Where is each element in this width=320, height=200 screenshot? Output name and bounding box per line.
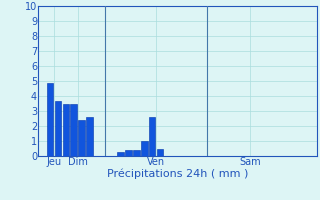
Bar [149,117,156,156]
X-axis label: Précipitations 24h ( mm ): Précipitations 24h ( mm ) [107,169,248,179]
Bar [70,104,77,156]
Bar [156,148,163,156]
Bar [141,141,148,156]
Bar [55,100,61,156]
Bar [125,150,132,156]
Bar [78,120,85,156]
Bar [117,152,124,156]
Bar [86,117,93,156]
Bar [133,150,140,156]
Bar [62,104,69,156]
Bar [47,82,53,156]
